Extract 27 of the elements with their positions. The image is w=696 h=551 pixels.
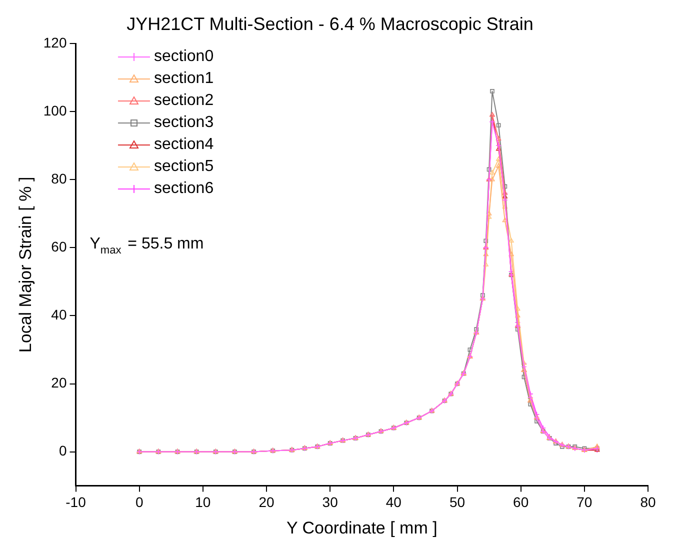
- x-tick-label: 30: [322, 494, 338, 510]
- y-tick-label: 60: [51, 238, 67, 255]
- legend-label: section0: [154, 47, 214, 67]
- y-tick-label: 80: [51, 170, 67, 187]
- x-tick-label: 60: [513, 494, 529, 510]
- x-tick-label: -10: [66, 494, 86, 510]
- x-tick-label: 80: [640, 494, 656, 510]
- y-axis-title: Local Major Strain [ % ]: [16, 176, 35, 353]
- legend-label: section2: [154, 91, 214, 111]
- legend-label: section4: [154, 135, 214, 155]
- y-tick-label: 20: [51, 374, 67, 391]
- x-tick-label: 20: [258, 494, 275, 510]
- x-tick-label: 40: [386, 494, 402, 510]
- legend-label: section3: [154, 113, 214, 133]
- legend-label: section6: [154, 179, 214, 199]
- legend-label: section5: [154, 157, 214, 177]
- legend-label: section1: [154, 69, 214, 89]
- y-tick-label: 100: [43, 102, 67, 118]
- x-tick-label: 70: [576, 494, 592, 510]
- x-tick-label: 50: [449, 494, 466, 510]
- y-tick-label: 120: [43, 34, 67, 50]
- y-tick-label: 40: [51, 306, 67, 323]
- x-axis-title: Y Coordinate [ mm ]: [286, 518, 438, 538]
- x-tick-label: 0: [135, 494, 144, 510]
- chart-title: JYH21CT Multi-Section - 6.4 % Macroscopic Strain: [126, 14, 534, 34]
- y-tick-label: 0: [58, 442, 67, 459]
- x-tick-label: 10: [195, 494, 211, 510]
